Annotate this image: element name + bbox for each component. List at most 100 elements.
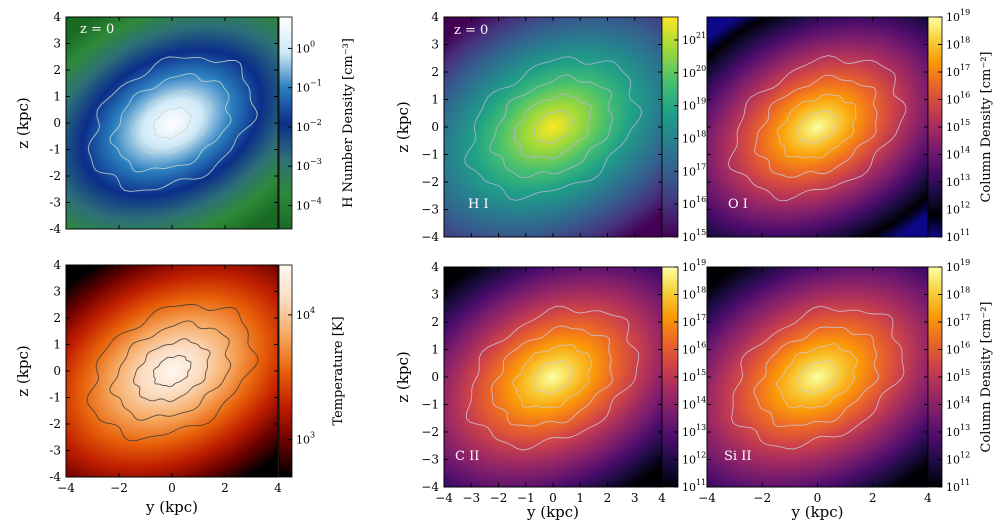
colorbar-tick-exponent: 16 (960, 341, 970, 350)
contour-line (109, 73, 232, 173)
contour-line (86, 303, 259, 442)
y-axis-label: z (kpc) (14, 345, 32, 396)
y-tick-label: −1 (421, 398, 439, 412)
colorbar-tick-exponent: 19 (960, 8, 970, 17)
colorbar-tick-exponent: 19 (696, 258, 706, 267)
contour-line (153, 354, 192, 388)
colorbar-tick-exponent: 13 (696, 423, 706, 432)
contour-line (753, 326, 879, 428)
colorbar-tick-exponent: 21 (696, 31, 706, 40)
colorbar-tick-label: 1021 (682, 31, 706, 47)
colorbar-tick-exponent: 14 (960, 396, 970, 405)
heatmap-field (444, 267, 662, 487)
colorbar-tick-exponent: 15 (696, 368, 706, 377)
colorbar (278, 264, 293, 478)
x-tick-label: −4 (698, 491, 716, 505)
heatmap-image (707, 17, 928, 237)
y-tick-label: −1 (421, 148, 439, 162)
contour-line (109, 320, 232, 421)
colorbar-tick-exponent: 15 (960, 368, 970, 377)
x-tick-label: 0 (814, 491, 822, 505)
heatmap-image (444, 17, 662, 237)
x-tick-label: −2 (753, 491, 771, 505)
colorbar-tick-label: 1020 (682, 64, 706, 80)
colorbar-tick-label: 10−3 (296, 157, 322, 173)
x-tick-label: 2 (221, 481, 229, 495)
contour-line (491, 325, 614, 427)
colorbar-tick-exponent: 11 (696, 478, 706, 487)
x-tick-label: 2 (604, 491, 612, 505)
colorbar-tick-label: 1012 (946, 201, 970, 217)
contour-line (754, 74, 878, 178)
colorbar-tick-exponent: 19 (696, 97, 706, 106)
contour-line (727, 55, 907, 202)
y-tick-label: 0 (53, 116, 61, 130)
colorbar-tick-label: 1015 (946, 368, 970, 384)
redshift-annotation: z = 0 (80, 22, 114, 37)
heatmap-field (66, 265, 278, 477)
y-tick-label: -2 (49, 417, 61, 431)
contour-line (775, 343, 858, 409)
y-tick-label: 1 (53, 338, 61, 352)
y-tick-label: 1 (431, 343, 439, 357)
colorbar (661, 16, 679, 238)
y-tick-label: 2 (53, 311, 61, 325)
colorbar-tick-label: 1018 (682, 129, 706, 145)
y-tick-label: 4 (431, 10, 439, 24)
panel-gas-density: 4 3 2 1 0 -1 -2 -3 -4 z (kpc) z = 0 100 10−1 10−2 10−3… (14, 10, 356, 236)
contour-line (464, 56, 643, 201)
colorbar-tick-exponent: 18 (696, 129, 706, 138)
colorbar-tick-label: 10−4 (296, 196, 322, 212)
y-tick-label: -3 (49, 196, 61, 210)
colorbar-tick-exponent: 18 (696, 286, 706, 295)
colorbar-tick-label: 1014 (946, 396, 970, 412)
x-tick-label: 0 (549, 491, 557, 505)
y-tick-label: 3 (431, 38, 439, 52)
colorbar-tick-label: 1012 (682, 451, 706, 467)
colorbar-tick-label: 1019 (946, 258, 970, 274)
panel-column-density-siii: −4 −2 0 2 4y (kpc)Si II101910181017101610151… (698, 258, 994, 520)
y-tick-label: −3 (421, 203, 439, 217)
contour-line (466, 305, 640, 451)
contour-line (532, 360, 574, 394)
x-tick-label: 3 (631, 491, 639, 505)
heatmap-image (707, 267, 928, 487)
colorbar-tick-label: 1016 (946, 91, 970, 107)
colorbar-tick-exponent: 15 (960, 118, 970, 127)
colorbar-tick-label: 1018 (946, 36, 970, 52)
colorbar-tick-exponent: 12 (960, 451, 970, 460)
x-tick-label: −4 (435, 491, 453, 505)
contour-line (776, 94, 857, 159)
colorbar-tick-exponent: 19 (960, 258, 970, 267)
colorbar-tick-exponent: 17 (696, 313, 706, 322)
y-tick-label: 4 (53, 10, 61, 24)
colorbar-tick-label: 100 (296, 39, 315, 55)
y-tick-label: −2 (421, 425, 439, 439)
y-tick-label: −4 (421, 230, 439, 244)
colorbar-tick-exponent: 16 (696, 341, 706, 350)
y-tick-label: 3 (53, 37, 61, 51)
colorbar-tick-exponent: 16 (696, 195, 706, 204)
ion-label: Si II (724, 449, 751, 464)
y-tick-label: -2 (49, 169, 61, 183)
colorbar-tick-exponent: 16 (960, 91, 970, 100)
contour-line (533, 110, 574, 144)
heatmap-image (444, 267, 662, 487)
contour-line (512, 344, 593, 409)
colorbar-tick-label: 1016 (946, 341, 970, 357)
ion-label: C II (455, 449, 479, 464)
colorbar-tick-exponent: 13 (960, 423, 970, 432)
colorbar-tick-label: 1012 (946, 451, 970, 467)
colorbar-label: Column Density [cm⁻²] (979, 52, 994, 203)
x-tick-label: −2 (110, 481, 128, 495)
y-tick-label: -4 (49, 470, 61, 484)
y-tick-label: −3 (421, 453, 439, 467)
y-tick-label: -1 (49, 391, 61, 405)
y-tick-label: 3 (53, 285, 61, 299)
y-tick-label: 3 (431, 288, 439, 302)
colorbar-label: Column Density [cm⁻²] (979, 302, 994, 453)
contour-line (797, 360, 839, 394)
redshift-annotation: z = 0 (454, 23, 488, 38)
colorbar-tick-exponent: 20 (696, 64, 706, 73)
contour-line (87, 56, 258, 192)
